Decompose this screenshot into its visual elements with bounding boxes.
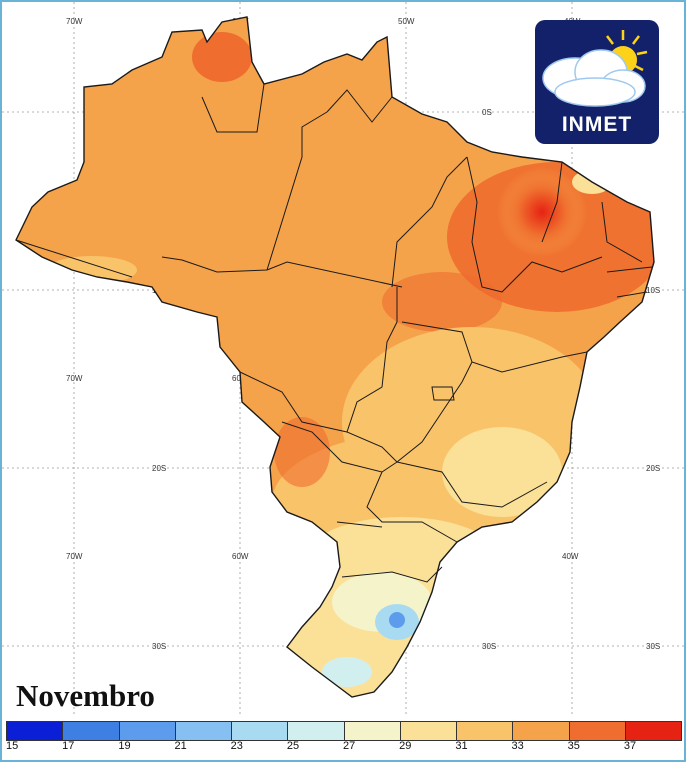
grid-label: 70W [66,374,83,383]
legend-swatch [7,722,64,740]
legend-tick-label: 27 [343,740,356,752]
legend-tick-label: 15 [6,740,19,752]
legend-swatch [513,722,570,740]
legend-swatch [344,722,401,740]
state-borders [15,16,655,698]
legend-tick-label: 17 [62,740,75,752]
grid-label: 30S [482,642,496,651]
legend-tick-label: 21 [174,740,187,752]
legend-swatch [457,722,514,740]
legend-swatch [232,722,289,740]
legend-swatch [625,722,681,740]
legend-tick-label: 25 [286,740,300,752]
sun-cloud-icon [542,30,648,107]
grid-label: 60W [232,552,249,561]
legend-swatch [119,722,176,740]
grid-label: 10S [646,286,660,295]
legend-tick-label: 29 [399,740,412,752]
legend-swatch [288,722,345,740]
legend-tick-label: 23 [230,740,243,752]
legend-tick-label: 31 [455,740,468,752]
legend-tick-label: 33 [511,740,524,752]
legend-tick-label: 19 [118,740,131,752]
grid-label: 40W [562,552,579,561]
legend-tick-label: 37 [623,740,637,752]
grid-label: 30S [646,642,660,651]
grid-label: 50W [398,17,415,26]
logo-text: INMET [561,113,633,136]
legend-swatch [569,722,626,740]
grid-label: 20S [646,464,660,473]
inmet-logo: INMET [535,20,659,144]
legend-swatch [175,722,232,740]
grid-label: 20S [152,464,166,473]
grid-label: 70W [66,552,83,561]
color-legend [6,721,682,741]
grid-label: 70W [66,17,83,26]
grid-label: 0S [482,108,492,117]
legend-tick-label: 35 [567,740,580,752]
legend-swatch [63,722,120,740]
grid-label: 30S [152,642,166,651]
legend-ticks: 15 17 19 21 23 25 27 29 31 33 35 37 [6,740,680,756]
map-title: Novembro [16,678,155,713]
legend-swatch [400,722,457,740]
